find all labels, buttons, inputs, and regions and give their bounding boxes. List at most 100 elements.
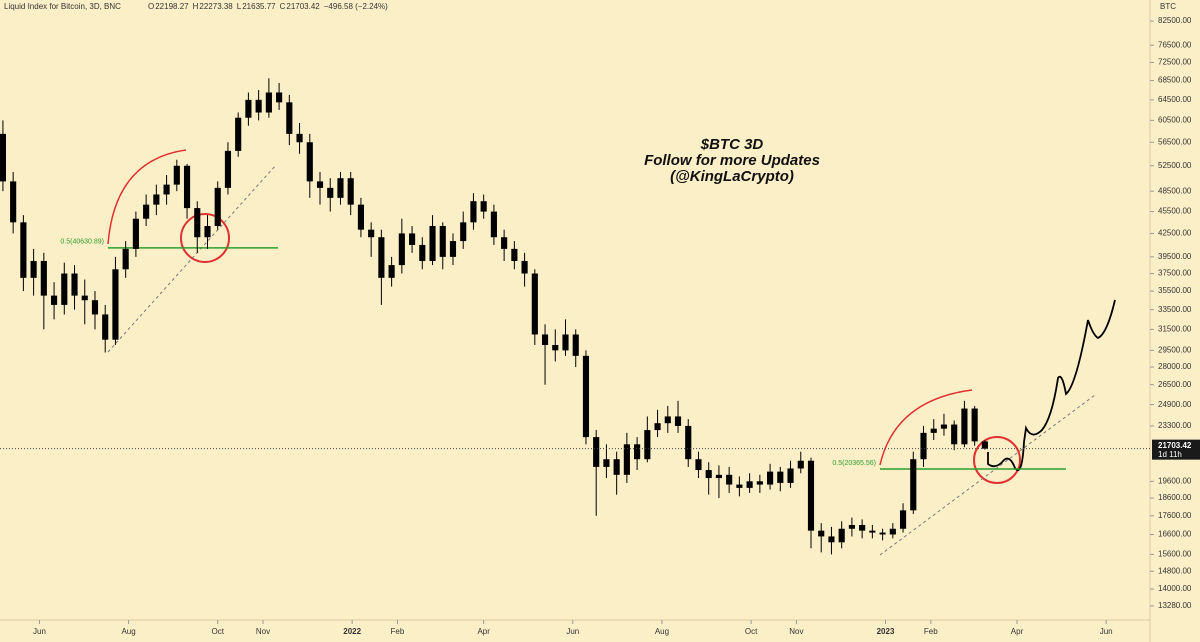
x-tick-label: Apr — [1011, 627, 1024, 636]
y-tick-label: 17600.00 — [1158, 511, 1192, 520]
y-tick-label: 64500.00 — [1158, 95, 1192, 104]
candle-body — [593, 437, 600, 467]
candle-body — [910, 459, 917, 511]
candle-body — [419, 244, 426, 261]
y-tick-label: 19600.00 — [1158, 476, 1192, 485]
candle-body — [838, 528, 845, 543]
y-tick-label: 76500.00 — [1158, 40, 1192, 49]
y-tick-label: 18600.00 — [1158, 493, 1192, 502]
y-tick-label: 31500.00 — [1158, 324, 1192, 333]
x-tick-label: Nov — [256, 627, 270, 636]
x-tick-label: Nov — [789, 627, 803, 636]
y-tick-label: 45500.00 — [1158, 207, 1192, 216]
candle-body — [30, 260, 37, 278]
candle-body — [511, 248, 518, 261]
candle-body — [818, 530, 825, 537]
x-tick-label: Oct — [211, 627, 224, 636]
candle-body — [889, 528, 896, 535]
candle-body — [286, 102, 293, 134]
candle-body — [715, 474, 723, 479]
candle-body — [316, 181, 324, 188]
drawings — [107, 149, 1116, 556]
candle-body — [787, 468, 794, 483]
annotation: $BTC 3D — [700, 136, 764, 153]
candle-body — [603, 459, 610, 467]
candle-body — [91, 300, 99, 315]
red-circle — [180, 213, 230, 263]
y-tick-label: 15600.00 — [1158, 549, 1192, 558]
candle-body — [50, 295, 58, 305]
candle-body — [327, 187, 334, 198]
candle-body — [409, 233, 416, 245]
candle-body — [756, 481, 763, 485]
candle-body — [859, 524, 866, 531]
y-tick-label: 72500.00 — [1158, 58, 1192, 67]
red-circle — [973, 436, 1021, 484]
ohlc-prefix: L — [237, 2, 242, 11]
candle-body — [685, 425, 692, 460]
red-arc — [879, 389, 973, 466]
ohlc-prefix: O — [148, 2, 154, 11]
y-tick-label: 82500.00 — [1158, 16, 1192, 25]
fib-level-label: 0.5(40630.89) — [60, 239, 104, 246]
x-tick-label: Oct — [745, 627, 758, 636]
candle-body — [736, 484, 743, 488]
candle-body — [183, 165, 191, 209]
candle-body — [398, 233, 405, 266]
candle-body — [81, 295, 88, 301]
x-tick-label: Feb — [391, 627, 405, 636]
y-tick-label: 29500.00 — [1158, 345, 1192, 354]
candle-body — [531, 273, 538, 335]
candle-body — [767, 471, 774, 485]
candle-body — [357, 204, 364, 230]
candle-body — [572, 334, 579, 356]
candle-body — [306, 142, 313, 182]
candle-body — [541, 334, 549, 345]
candle-body — [337, 178, 344, 198]
candle-body — [521, 260, 528, 274]
candle-body — [112, 269, 119, 340]
candle-body — [245, 99, 252, 118]
projection-path — [987, 299, 1116, 472]
candle-body — [388, 265, 395, 278]
y-tick-label: 33500.00 — [1158, 305, 1192, 314]
trend-line — [879, 394, 1096, 556]
candle-body — [20, 222, 27, 278]
candle-body — [255, 99, 262, 113]
candle-body — [480, 201, 487, 212]
candle-body — [879, 532, 886, 535]
candle-body — [644, 430, 651, 460]
candle-body — [582, 355, 590, 438]
ohlc-prefix: H — [193, 2, 199, 11]
y-tick-label: 48500.00 — [1158, 186, 1192, 195]
candle-body — [153, 194, 160, 205]
candle-body — [194, 208, 201, 238]
y-tick-label: 42500.00 — [1158, 229, 1192, 238]
y-tick-label: 24900.00 — [1158, 400, 1192, 409]
price-box — [1152, 439, 1200, 460]
x-tick-label: Jun — [1100, 627, 1113, 636]
ohlc-change: −496.58 (−2.24%) — [324, 2, 388, 11]
x-tick-label: Apr — [477, 627, 490, 636]
candle-body — [490, 211, 497, 238]
y-tick-label: 37500.00 — [1158, 269, 1192, 278]
y-tick-label: 16600.00 — [1158, 530, 1192, 539]
candle-body — [828, 536, 835, 543]
candle-body — [940, 424, 948, 429]
candle-body — [429, 225, 436, 261]
x-tick-label: Jun — [566, 627, 579, 636]
candle-body — [449, 241, 457, 257]
candle-body — [920, 432, 927, 460]
ohlc-value: 22198.27 — [155, 2, 189, 11]
candle-body — [930, 428, 937, 433]
ohlc-prefix: C — [280, 2, 286, 11]
candle-body — [746, 481, 753, 488]
candle-body — [797, 460, 804, 469]
x-tick-label: Jun — [33, 627, 46, 636]
currency: BTC — [1160, 2, 1176, 11]
candle-body — [674, 416, 682, 426]
candle-body — [204, 225, 211, 238]
y-tick-label: 14800.00 — [1158, 566, 1192, 575]
candle-body — [61, 273, 68, 305]
